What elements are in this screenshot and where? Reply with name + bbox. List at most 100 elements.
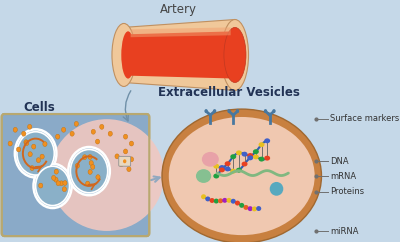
Ellipse shape: [202, 152, 219, 167]
Ellipse shape: [8, 141, 12, 146]
Ellipse shape: [129, 141, 134, 146]
Ellipse shape: [70, 131, 74, 136]
FancyBboxPatch shape: [2, 114, 149, 236]
Ellipse shape: [124, 149, 128, 154]
Ellipse shape: [17, 132, 54, 175]
Ellipse shape: [242, 152, 248, 157]
Ellipse shape: [221, 20, 248, 91]
Ellipse shape: [13, 127, 17, 132]
Ellipse shape: [70, 150, 108, 193]
Text: DNA: DNA: [330, 157, 348, 166]
Ellipse shape: [248, 206, 253, 211]
Ellipse shape: [88, 154, 92, 159]
Ellipse shape: [91, 129, 96, 134]
Ellipse shape: [264, 156, 270, 161]
Ellipse shape: [239, 203, 244, 208]
Ellipse shape: [75, 163, 80, 168]
Ellipse shape: [247, 153, 253, 158]
Ellipse shape: [28, 124, 32, 129]
Ellipse shape: [52, 175, 56, 180]
Polygon shape: [131, 27, 231, 37]
Ellipse shape: [91, 165, 95, 169]
Ellipse shape: [258, 157, 264, 162]
Ellipse shape: [124, 134, 128, 139]
Ellipse shape: [244, 205, 248, 210]
Ellipse shape: [34, 164, 72, 208]
Ellipse shape: [235, 201, 240, 205]
Ellipse shape: [121, 31, 135, 79]
Ellipse shape: [32, 144, 36, 149]
Ellipse shape: [272, 109, 276, 113]
Ellipse shape: [230, 169, 236, 174]
Ellipse shape: [68, 147, 110, 195]
Ellipse shape: [231, 199, 236, 204]
Ellipse shape: [115, 154, 119, 159]
Ellipse shape: [236, 150, 242, 155]
Ellipse shape: [112, 23, 136, 86]
Ellipse shape: [236, 109, 239, 113]
FancyBboxPatch shape: [119, 156, 131, 166]
Ellipse shape: [256, 206, 261, 211]
Polygon shape: [124, 20, 235, 91]
Ellipse shape: [201, 194, 206, 199]
Ellipse shape: [230, 154, 236, 159]
Text: Extracellular Vesicles: Extracellular Vesicles: [158, 86, 300, 99]
Ellipse shape: [264, 138, 270, 143]
Ellipse shape: [119, 162, 124, 167]
Ellipse shape: [54, 177, 58, 182]
Ellipse shape: [210, 198, 214, 203]
Ellipse shape: [24, 141, 29, 146]
Ellipse shape: [86, 181, 90, 186]
Ellipse shape: [39, 183, 43, 188]
Ellipse shape: [62, 187, 66, 192]
Text: Surface markers: Surface markers: [330, 114, 399, 123]
Ellipse shape: [253, 154, 259, 159]
Ellipse shape: [213, 164, 219, 169]
Ellipse shape: [56, 181, 60, 186]
Ellipse shape: [204, 109, 208, 113]
Ellipse shape: [22, 131, 26, 136]
Text: mRNA: mRNA: [330, 172, 356, 181]
Ellipse shape: [270, 182, 283, 196]
Ellipse shape: [30, 166, 34, 171]
Ellipse shape: [24, 140, 28, 145]
Ellipse shape: [36, 166, 70, 205]
Ellipse shape: [224, 27, 246, 83]
Ellipse shape: [252, 206, 257, 211]
Ellipse shape: [236, 168, 242, 173]
Ellipse shape: [50, 119, 164, 231]
Ellipse shape: [28, 152, 32, 157]
Ellipse shape: [88, 169, 92, 174]
Ellipse shape: [213, 109, 216, 113]
Ellipse shape: [225, 161, 230, 166]
Ellipse shape: [43, 142, 47, 146]
Ellipse shape: [89, 160, 93, 166]
Ellipse shape: [40, 154, 44, 159]
Ellipse shape: [96, 139, 100, 144]
Ellipse shape: [56, 134, 60, 139]
Text: miRNA: miRNA: [330, 227, 358, 236]
Ellipse shape: [218, 198, 223, 203]
Ellipse shape: [16, 147, 21, 152]
Text: Artery: Artery: [160, 3, 197, 15]
Ellipse shape: [59, 181, 64, 186]
Ellipse shape: [214, 199, 219, 204]
Ellipse shape: [227, 109, 231, 113]
Ellipse shape: [63, 181, 67, 185]
Ellipse shape: [213, 174, 219, 179]
Ellipse shape: [258, 142, 264, 147]
Ellipse shape: [15, 129, 56, 178]
Ellipse shape: [74, 121, 78, 126]
Ellipse shape: [129, 157, 134, 162]
Text: Proteins: Proteins: [330, 187, 364, 196]
Ellipse shape: [222, 198, 227, 203]
Ellipse shape: [36, 158, 40, 163]
Ellipse shape: [100, 124, 104, 129]
Ellipse shape: [108, 131, 112, 136]
Ellipse shape: [219, 165, 225, 170]
Ellipse shape: [162, 109, 322, 242]
Ellipse shape: [96, 175, 100, 180]
Ellipse shape: [123, 159, 126, 163]
Text: Cells: Cells: [23, 101, 55, 114]
Ellipse shape: [225, 166, 230, 171]
